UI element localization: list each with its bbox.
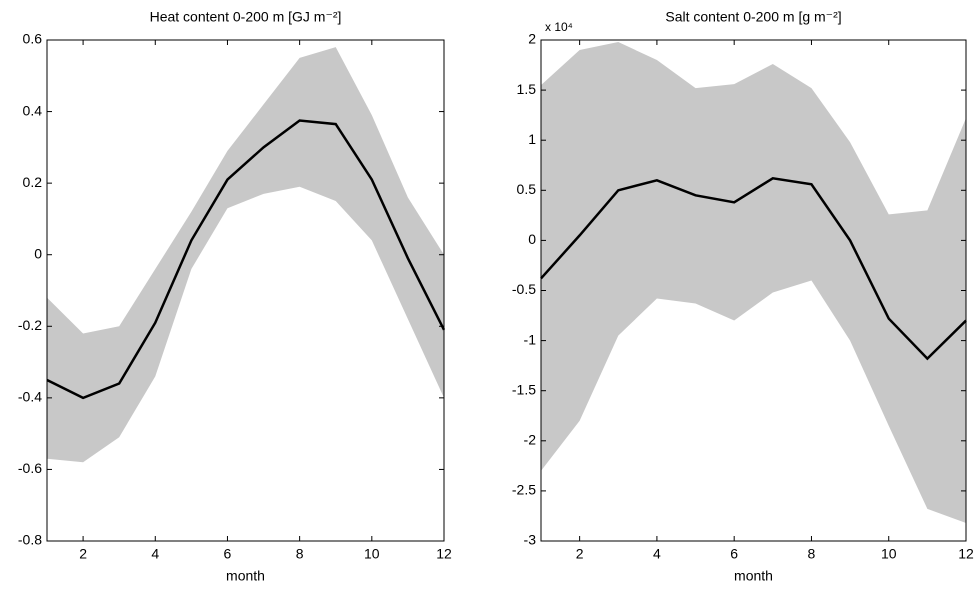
band <box>47 47 444 463</box>
y-tick-label: -0.6 <box>18 460 42 476</box>
y-tick-label: 1 <box>528 131 536 147</box>
chart-title: Salt content 0-200 m [g m⁻²] <box>665 9 841 25</box>
x-tick-label: 12 <box>436 546 452 562</box>
x-tick-label: 10 <box>881 546 897 562</box>
y-tick-label: 1.5 <box>517 81 537 97</box>
x-tick-label: 6 <box>730 546 738 562</box>
y-tick-label: -1 <box>524 331 537 347</box>
x-tick-label: 2 <box>79 546 87 562</box>
mean-line <box>46 119 446 400</box>
x-tick-label: 2 <box>576 546 584 562</box>
y-tick-label: -0.4 <box>18 389 42 405</box>
y-tick-label: -2.5 <box>512 482 536 498</box>
y-tick-label: -3 <box>524 532 537 548</box>
band <box>541 42 966 523</box>
x-tick-label: 4 <box>151 546 159 562</box>
y-tick-label: 2 <box>528 31 536 47</box>
mean-line <box>540 176 967 361</box>
x-tick-label: 8 <box>808 546 816 562</box>
x-tick-label: 12 <box>958 546 974 562</box>
x-tick-label: 6 <box>224 546 232 562</box>
y-tick-label: -0.5 <box>512 281 536 297</box>
y-tick-label: -1.5 <box>512 381 536 397</box>
axes-frame <box>46 39 445 542</box>
x-axis-label: month <box>226 568 265 584</box>
y-tick-label: 0 <box>34 245 42 261</box>
y-tick-label: -0.2 <box>18 317 42 333</box>
x-tick-label: 4 <box>653 546 661 562</box>
y-tick-label: -2 <box>524 432 537 448</box>
y-tick-label: 0.2 <box>23 174 43 190</box>
y-tick-label: 0.4 <box>23 102 43 118</box>
y-scale-label: x 10⁴ <box>545 20 573 34</box>
chart-title: Heat content 0-200 m [GJ m⁻²] <box>150 9 342 25</box>
x-axis-label: month <box>734 568 773 584</box>
x-tick-label: 10 <box>364 546 380 562</box>
y-tick-label: 0.6 <box>23 31 43 47</box>
y-tick-label: 0.5 <box>517 181 537 197</box>
y-tick-label: -0.8 <box>18 532 42 548</box>
x-tick-label: 8 <box>296 546 304 562</box>
y-tick-label: 0 <box>528 231 536 247</box>
